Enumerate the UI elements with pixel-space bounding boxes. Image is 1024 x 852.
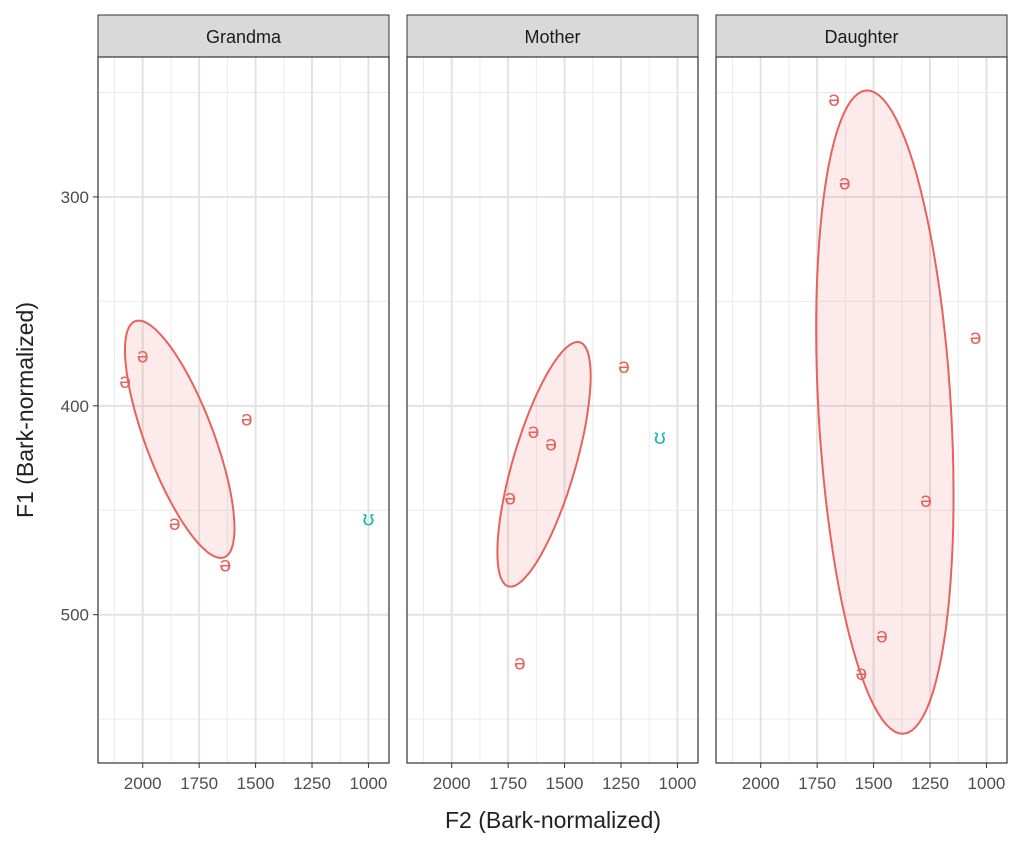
data-point-schwa: ə <box>970 326 982 349</box>
x-tick-label: 1500 <box>855 774 893 793</box>
data-point-schwa: ə <box>219 554 231 577</box>
x-tick-label: 2000 <box>124 774 162 793</box>
data-point-upsilon: ʊ <box>362 508 374 531</box>
facet-strip <box>406 14 699 58</box>
data-point-schwa: ə <box>169 512 181 535</box>
x-tick-label: 1500 <box>546 774 584 793</box>
x-tick-label: 1250 <box>911 774 949 793</box>
facet-label: Daughter <box>824 27 898 47</box>
x-tick-label: 2000 <box>742 774 780 793</box>
x-tick-label: 1500 <box>237 774 275 793</box>
data-point-schwa: ə <box>920 489 932 512</box>
data-point-schwa: ə <box>241 407 253 430</box>
data-point-schwa: ə <box>545 432 557 455</box>
y-tick-label: 300 <box>61 188 89 207</box>
data-point-schwa: ə <box>828 88 840 111</box>
y-tick-label: 400 <box>61 397 89 416</box>
x-tick-label: 2000 <box>433 774 471 793</box>
y-tick-label: 500 <box>61 606 89 625</box>
x-tick-label: 1750 <box>489 774 527 793</box>
y-axis-label: F1 (Bark-normalized) <box>12 302 38 518</box>
facet-strip <box>715 14 1008 58</box>
x-tick-label: 1250 <box>293 774 331 793</box>
facet-label: Grandma <box>206 27 282 47</box>
data-point-schwa: ə <box>504 487 516 510</box>
panel-border <box>715 56 1008 764</box>
x-tick-label: 1000 <box>350 774 388 793</box>
panel-border <box>97 56 390 764</box>
x-tick-label: 1750 <box>798 774 836 793</box>
x-tick-label: 1000 <box>659 774 697 793</box>
data-point-schwa: ə <box>876 625 888 648</box>
data-point-schwa: ə <box>839 171 851 194</box>
data-point-schwa: ə <box>137 345 149 368</box>
data-point-schwa: ə <box>514 652 526 675</box>
facet-strip <box>97 14 390 58</box>
x-axis-label: F2 (Bark-normalized) <box>445 807 661 833</box>
data-point-schwa: ə <box>618 355 630 378</box>
confidence-ellipse <box>124 319 236 559</box>
confidence-ellipse <box>815 89 955 735</box>
x-tick-label: 1750 <box>180 774 218 793</box>
x-tick-label: 1250 <box>602 774 640 793</box>
data-point-schwa: ə <box>856 662 868 685</box>
facet-label: Mother <box>524 27 580 47</box>
data-point-upsilon: ʊ <box>654 426 666 449</box>
confidence-ellipse <box>496 340 592 588</box>
data-point-schwa: ə <box>119 370 131 393</box>
panel-border <box>406 56 699 764</box>
data-point-schwa: ə <box>528 420 540 443</box>
x-tick-label: 1000 <box>968 774 1006 793</box>
